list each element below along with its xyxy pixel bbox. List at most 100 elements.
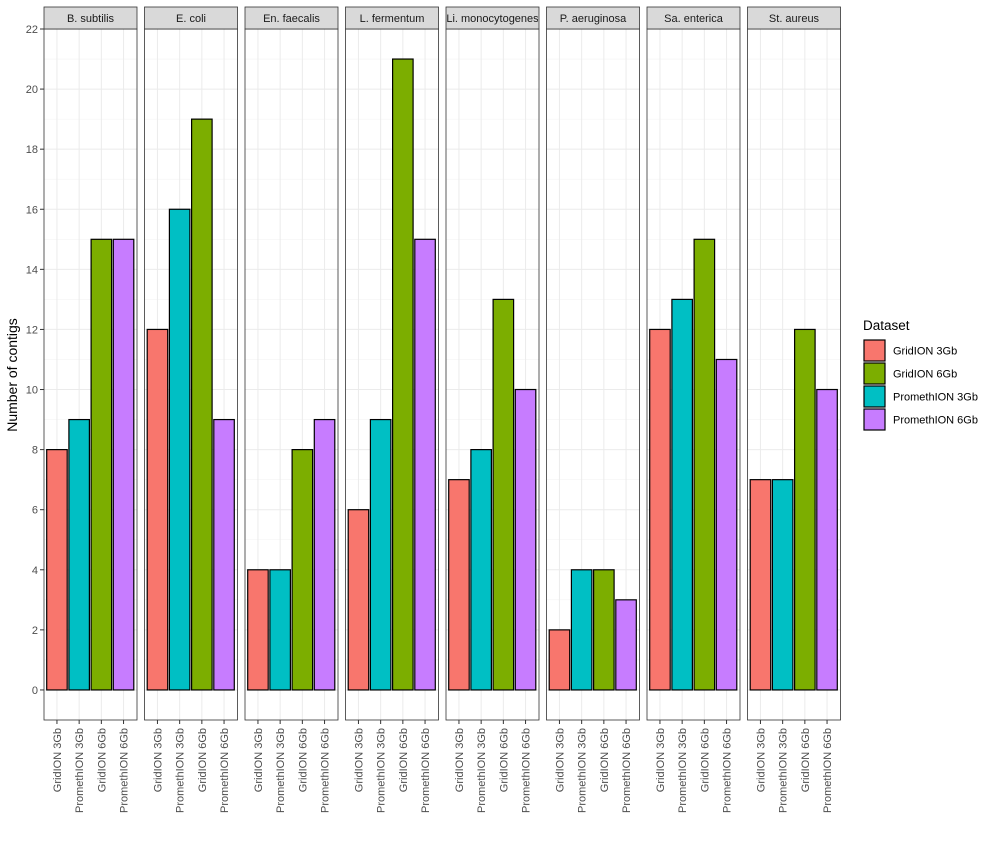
- facet-strip: [546, 6, 640, 30]
- x-tick-label: PromethION 3Gb: [376, 728, 388, 813]
- x-tick-label: GridION 6Gb: [96, 728, 108, 792]
- y-tick-label: 14: [26, 264, 38, 276]
- facet-strip-label: St. aureus: [769, 13, 820, 25]
- bar: [771, 479, 794, 691]
- x-tick-label: GridION 6Gb: [498, 728, 510, 792]
- x-tick-label: PromethION 3Gb: [577, 728, 589, 813]
- bar: [715, 358, 738, 691]
- facet-strip: [43, 6, 138, 30]
- bar: [448, 479, 470, 691]
- x-tick-label: GridION 6Gb: [699, 728, 711, 792]
- x-tick-label: GridION 6Gb: [800, 728, 812, 792]
- facet-panel: P. aeruginosa GridION 3Gb PromethION 3Gb Gr…: [546, 6, 640, 813]
- facet-strip: [646, 6, 741, 30]
- x-tick-label: PromethION 6Gb: [420, 728, 432, 813]
- y-tick-label: 2: [32, 625, 38, 637]
- bar: [671, 298, 694, 691]
- facet-strip: [244, 6, 339, 30]
- facet-panel: E. coli GridION 3Gb PromethION 3Gb GridION …: [144, 6, 238, 813]
- legend-swatch: [863, 362, 886, 385]
- x-tick-label: PromethION 6Gb: [822, 728, 834, 813]
- x-tick-label: GridION 3Gb: [353, 728, 365, 792]
- bar: [269, 569, 291, 691]
- bar: [168, 208, 191, 691]
- bar: [592, 569, 615, 691]
- x-tick-label: PromethION 6Gb: [320, 728, 332, 813]
- legend-label: PromethION 6Gb: [893, 415, 978, 427]
- bar: [347, 509, 370, 691]
- x-tick-label: PromethION 3Gb: [778, 728, 790, 813]
- x-tick-label: GridION 3Gb: [52, 728, 64, 792]
- facet-strip-label: P. aeruginosa: [560, 13, 627, 25]
- x-tick-label: PromethION 3Gb: [74, 728, 86, 813]
- facet-strip-label: E. coli: [176, 13, 206, 25]
- bar: [291, 449, 314, 691]
- y-tick-label: 8: [32, 445, 38, 457]
- x-tick-label: PromethION 6Gb: [219, 728, 231, 813]
- facet-strip-label: B. subtilis: [67, 13, 115, 25]
- facet-panel: B. subtilis GridION 3Gb PromethION 3Gb Grid…: [43, 6, 138, 813]
- x-tick-label: GridION 3Gb: [554, 728, 566, 792]
- x-tick-label: PromethION 6Gb: [521, 728, 533, 813]
- bar: [649, 328, 671, 691]
- bar: [90, 238, 113, 691]
- bar: [570, 569, 593, 691]
- x-tick-label: PromethION 6Gb: [621, 728, 633, 813]
- bar: [191, 118, 213, 691]
- bar: [514, 388, 537, 691]
- legend-label: PromethION 3Gb: [893, 392, 978, 404]
- bar: [68, 418, 91, 691]
- x-tick-label: PromethION 6Gb: [722, 728, 734, 813]
- x-tick-label: PromethION 3Gb: [175, 728, 187, 813]
- x-tick-label: GridION 6Gb: [398, 728, 410, 792]
- facet-strip: [144, 6, 238, 30]
- bar: [247, 569, 269, 691]
- x-tick-label: GridION 3Gb: [655, 728, 667, 792]
- x-tick-label: GridION 3Gb: [755, 728, 767, 792]
- legend-label: GridION 6Gb: [893, 369, 957, 381]
- bar: [470, 449, 492, 691]
- legend-swatch: [863, 408, 886, 431]
- x-tick-label: PromethION 3Gb: [677, 728, 689, 813]
- facet-strip-label: Sa. enterica: [664, 13, 724, 25]
- legend-swatch: [863, 385, 886, 408]
- y-tick-label: 20: [26, 84, 38, 96]
- facet-panel: Li. monocytogenes GridION 3Gb PromethION 3…: [445, 6, 540, 813]
- y-tick-label: 16: [26, 204, 38, 216]
- x-tick-label: GridION 6Gb: [599, 728, 611, 792]
- y-tick-label: 22: [26, 24, 38, 36]
- bar: [392, 58, 414, 691]
- bar: [793, 328, 816, 691]
- y-axis-title: Number of contigs: [4, 318, 20, 432]
- bar: [414, 238, 436, 691]
- bar: [369, 418, 392, 691]
- y-tick-label: 0: [32, 685, 38, 697]
- x-tick-label: GridION 3Gb: [253, 728, 265, 792]
- bar: [492, 298, 515, 691]
- bar: [548, 629, 571, 691]
- x-tick-label: PromethION 3Gb: [476, 728, 488, 813]
- bar: [46, 449, 68, 691]
- facet-strip-label: En. faecalis: [263, 13, 320, 25]
- facet-strip: [345, 6, 439, 30]
- legend: Dataset GridION 3Gb GridION 6Gb PromethION…: [863, 318, 978, 431]
- legend-label: GridION 3Gb: [893, 346, 957, 358]
- legend-swatch: [863, 339, 886, 362]
- x-tick-label: GridION 3Gb: [454, 728, 466, 792]
- y-tick-label: 6: [32, 505, 38, 517]
- facet-panel: L. fermentum GridION 3Gb PromethION 3Gb Gri…: [345, 6, 439, 813]
- bar: [112, 238, 135, 691]
- y-tick-label: 4: [32, 565, 38, 577]
- x-tick-label: PromethION 3Gb: [275, 728, 287, 813]
- bar: [816, 388, 838, 691]
- y-tick-label: 12: [26, 324, 38, 336]
- bar: [749, 479, 772, 691]
- facet-strip-label: L. fermentum: [360, 13, 425, 25]
- legend-items: GridION 3Gb GridION 6Gb PromethION 3Gb Prom…: [863, 339, 978, 431]
- y-tick-label: 10: [26, 385, 38, 397]
- x-tick-label: GridION 3Gb: [152, 728, 164, 792]
- bar: [146, 328, 169, 691]
- x-tick-label: GridION 6Gb: [297, 728, 309, 792]
- facet-strip: [747, 6, 841, 30]
- facet-strip-label: Li. monocytogenes: [446, 13, 539, 25]
